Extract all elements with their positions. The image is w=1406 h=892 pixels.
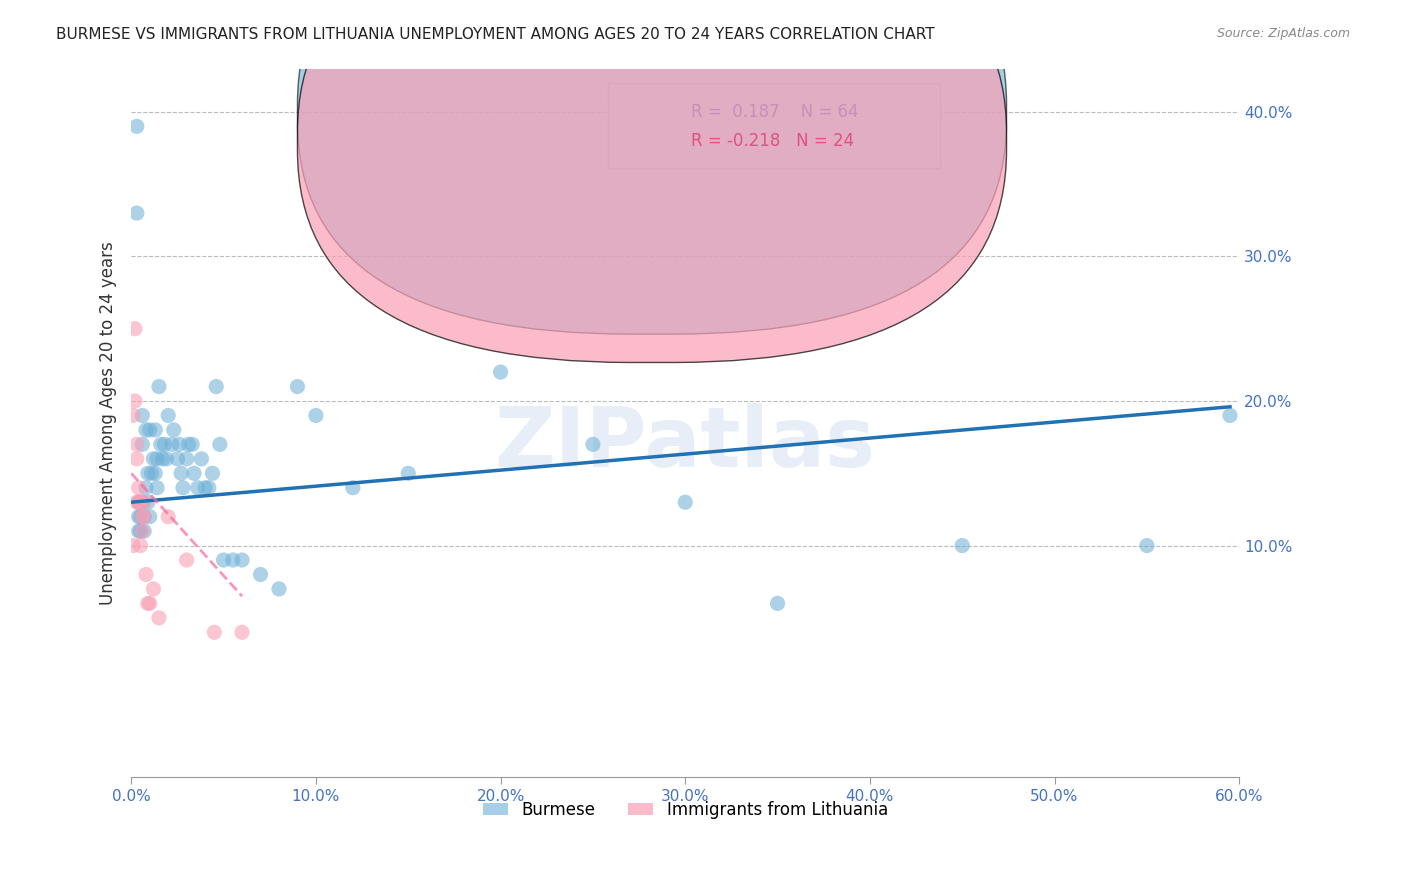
Point: [131, 524, 153, 538]
Point: [305, 409, 328, 423]
Point: [208, 437, 231, 451]
Point: [205, 379, 228, 393]
Point: [136, 495, 159, 509]
Point: [287, 379, 309, 393]
Text: R = -0.218   N = 24: R = -0.218 N = 24: [690, 132, 853, 150]
Point: [129, 495, 152, 509]
Point: [125, 206, 148, 220]
Point: [134, 509, 156, 524]
Point: [148, 379, 170, 393]
Point: [766, 596, 789, 610]
Point: [489, 365, 512, 379]
Point: [146, 481, 169, 495]
Point: [129, 539, 152, 553]
Point: [163, 423, 186, 437]
Point: [142, 582, 165, 596]
Point: [212, 553, 235, 567]
Point: [125, 437, 148, 451]
Point: [134, 495, 156, 509]
Point: [129, 524, 152, 538]
Text: R =  0.187    N = 64: R = 0.187 N = 64: [690, 103, 858, 121]
Text: ZIPatlas: ZIPatlas: [495, 403, 876, 484]
Point: [141, 467, 163, 481]
Point: [155, 451, 177, 466]
Point: [129, 495, 152, 509]
Point: [142, 451, 165, 466]
Point: [143, 467, 166, 481]
Point: [153, 437, 176, 451]
Point: [267, 582, 290, 596]
Point: [181, 437, 204, 451]
Point: [157, 409, 180, 423]
Point: [1136, 539, 1159, 553]
Point: [231, 553, 253, 567]
Text: BURMESE VS IMMIGRANTS FROM LITHUANIA UNEMPLOYMENT AMONG AGES 20 TO 24 YEARS CORR: BURMESE VS IMMIGRANTS FROM LITHUANIA UNE…: [56, 27, 935, 42]
Point: [125, 495, 148, 509]
Point: [201, 467, 224, 481]
Point: [157, 509, 180, 524]
Point: [135, 567, 157, 582]
Point: [166, 451, 188, 466]
Point: [176, 451, 198, 466]
Point: [135, 481, 157, 495]
Point: [148, 611, 170, 625]
FancyBboxPatch shape: [298, 0, 1007, 362]
Point: [138, 509, 160, 524]
Point: [128, 495, 150, 509]
Point: [187, 481, 209, 495]
Point: [143, 423, 166, 437]
Point: [950, 539, 973, 553]
Point: [134, 509, 156, 524]
Point: [222, 553, 245, 567]
Point: [128, 481, 150, 495]
Point: [122, 539, 145, 553]
FancyBboxPatch shape: [607, 83, 941, 168]
Point: [131, 495, 153, 509]
Point: [134, 524, 156, 538]
Point: [124, 322, 146, 336]
Point: [202, 625, 225, 640]
Legend: Burmese, Immigrants from Lithuania: Burmese, Immigrants from Lithuania: [477, 794, 894, 825]
Point: [177, 437, 200, 451]
Point: [342, 481, 364, 495]
Point: [122, 409, 145, 423]
Point: [172, 481, 194, 495]
Point: [396, 467, 419, 481]
Point: [582, 437, 605, 451]
Point: [125, 451, 148, 466]
Point: [129, 509, 152, 524]
Point: [176, 553, 198, 567]
Point: [183, 467, 205, 481]
Point: [131, 409, 153, 423]
Point: [194, 481, 217, 495]
Point: [128, 524, 150, 538]
Point: [131, 509, 153, 524]
Point: [190, 451, 212, 466]
Point: [673, 495, 696, 509]
Point: [124, 394, 146, 409]
Point: [138, 423, 160, 437]
Point: [198, 481, 221, 495]
Point: [128, 495, 150, 509]
Point: [125, 120, 148, 134]
Point: [146, 451, 169, 466]
Point: [138, 596, 160, 610]
Point: [128, 509, 150, 524]
Text: Source: ZipAtlas.com: Source: ZipAtlas.com: [1216, 27, 1350, 40]
Point: [131, 437, 153, 451]
Point: [1219, 409, 1241, 423]
Y-axis label: Unemployment Among Ages 20 to 24 years: Unemployment Among Ages 20 to 24 years: [100, 241, 117, 605]
Point: [136, 467, 159, 481]
Point: [160, 437, 183, 451]
Point: [249, 567, 271, 582]
Point: [231, 625, 253, 640]
Point: [170, 467, 193, 481]
Point: [136, 596, 159, 610]
Point: [152, 451, 174, 466]
Point: [149, 437, 172, 451]
Point: [135, 423, 157, 437]
Point: [167, 437, 190, 451]
FancyBboxPatch shape: [298, 0, 1007, 334]
